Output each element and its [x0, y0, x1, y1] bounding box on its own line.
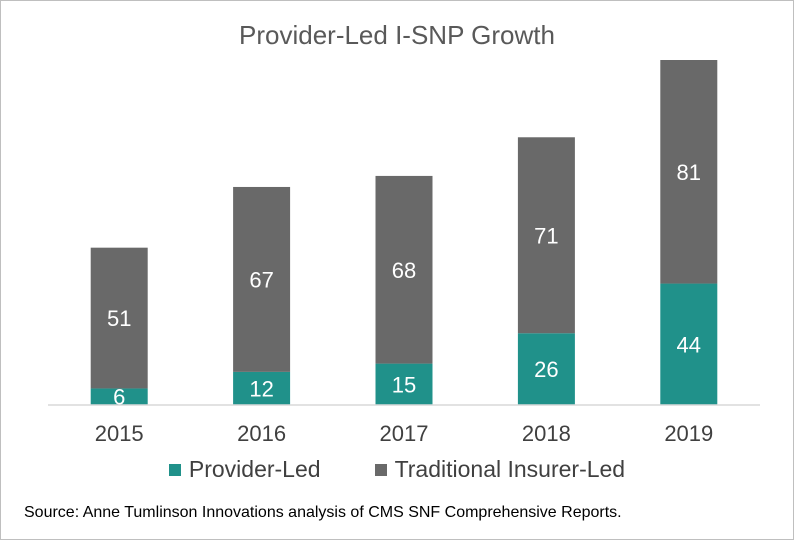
- bar-traditional-insurer-led-2015: [90, 247, 148, 389]
- bar-provider-led-2016: [233, 371, 291, 405]
- x-tick-label-2016: 2016: [237, 421, 286, 446]
- data-label-traditional-insurer-led-2016: 67: [249, 267, 273, 292]
- x-tick-label-2017: 2017: [380, 421, 429, 446]
- legend-item-traditional-insurer-led: Traditional Insurer-Led: [374, 456, 626, 483]
- bar-traditional-insurer-led-2019: [660, 60, 718, 284]
- data-label-traditional-insurer-led-2018: 71: [534, 223, 558, 248]
- bar-provider-led-2017: [375, 363, 433, 405]
- data-label-provider-led-2018: 26: [534, 357, 558, 382]
- data-label-provider-led-2019: 44: [677, 332, 701, 357]
- legend-label-traditional-insurer-led: Traditional Insurer-Led: [394, 456, 626, 482]
- chart-title: Provider-Led I-SNP Growth: [239, 20, 555, 50]
- bar-provider-led-2019: [660, 283, 718, 405]
- data-label-traditional-insurer-led-2015: 51: [107, 306, 131, 331]
- data-label-provider-led-2016: 12: [249, 376, 273, 401]
- chart-legend: Provider-Led Traditional Insurer-Led: [0, 456, 794, 483]
- x-tick-label-2019: 2019: [664, 421, 713, 446]
- legend-swatch-provider-led: [168, 463, 181, 476]
- x-tick-label-2018: 2018: [522, 421, 571, 446]
- bar-traditional-insurer-led-2017: [375, 175, 433, 364]
- legend-label-provider-led: Provider-Led: [188, 456, 321, 482]
- data-label-traditional-insurer-led-2019: 81: [677, 160, 701, 185]
- data-label-traditional-insurer-led-2017: 68: [392, 258, 416, 283]
- bar-provider-led-2018: [517, 333, 575, 405]
- bar-traditional-insurer-led-2018: [517, 137, 575, 334]
- legend-item-provider-led: Provider-Led: [168, 456, 321, 483]
- x-tick-label-2015: 2015: [95, 421, 144, 446]
- data-label-provider-led-2017: 15: [392, 372, 416, 397]
- source-note: Source: Anne Tumlinson Innovations analy…: [24, 504, 622, 521]
- bar-traditional-insurer-led-2016: [233, 186, 291, 372]
- bar-provider-led-2015: [90, 388, 148, 405]
- data-label-provider-led-2015: 6: [113, 385, 125, 410]
- legend-swatch-traditional-insurer-led: [374, 463, 387, 476]
